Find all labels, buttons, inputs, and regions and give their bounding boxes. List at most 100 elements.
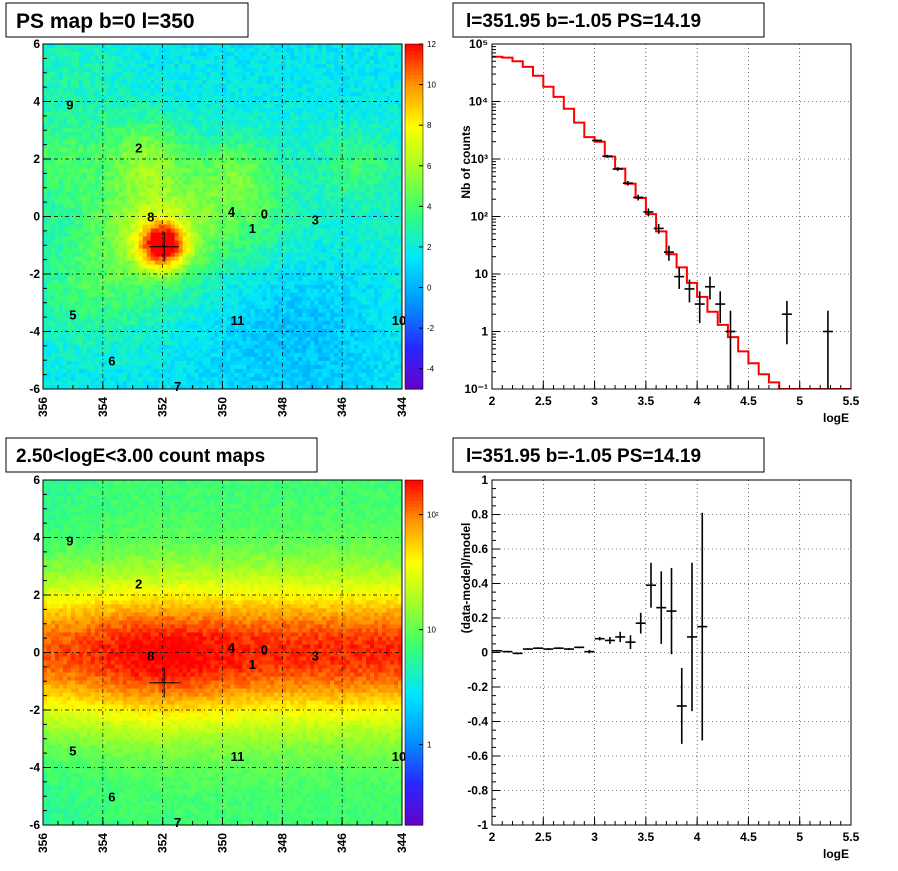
ps-map-cell (258, 100, 263, 105)
ps-map-cell (154, 252, 160, 258)
ps-map-cell (198, 212, 204, 218)
ps-map-cell (226, 120, 232, 125)
ps-map-cell (122, 280, 128, 286)
ps-map-cell (126, 368, 132, 374)
ps-map-cell (254, 328, 259, 334)
ps-map-cell (186, 192, 192, 198)
ps-map-cell (258, 136, 263, 141)
ps-map-cell (210, 56, 216, 61)
ps-map-cell (54, 320, 60, 326)
ps-map-cell (262, 140, 267, 145)
ps-map-cell (254, 376, 259, 382)
ps-map-cell (98, 324, 104, 330)
ps-map-cell (146, 152, 152, 157)
ps-map-cell (58, 208, 64, 214)
ps-map-cell (214, 96, 220, 101)
ps-map-cell (118, 52, 124, 57)
ps-map-cell (90, 196, 96, 202)
ps-map-cell (242, 232, 248, 238)
ps-map-cell (158, 312, 164, 318)
ps-map-cell (94, 72, 100, 77)
ps-map-cell (190, 80, 196, 85)
ps-map-cell (210, 256, 216, 262)
ps-map-cell (146, 308, 152, 314)
ps-map-cell (154, 164, 160, 169)
ps-map-cell (138, 124, 144, 129)
ps-map-cell (238, 176, 244, 181)
ps-map-cell (54, 288, 60, 294)
ps-map-cell (234, 344, 240, 350)
ps-map-cell (46, 140, 52, 145)
ps-map-cell (222, 180, 228, 186)
ps-map-cell (78, 200, 84, 206)
ps-map-cell (222, 60, 228, 65)
ps-map-cell (74, 252, 80, 258)
ps-map-cell (90, 340, 96, 346)
ps-map-cell (94, 136, 100, 141)
ps-map-cell (230, 216, 236, 222)
ps-map-cell (198, 216, 204, 222)
ps-map-cell (178, 304, 184, 310)
ps-map-cell (154, 44, 160, 49)
ps-map-cell (110, 248, 116, 254)
ps-map-cell (46, 252, 52, 258)
ps-map-cell (78, 140, 84, 145)
ps-map-cell (222, 224, 228, 230)
ps-map-cell (54, 224, 60, 230)
ps-map-cell (43, 248, 48, 254)
ps-map-cell (230, 108, 236, 113)
ps-map-cell (214, 136, 220, 141)
ps-map-cell (102, 80, 108, 85)
ps-map-cell (234, 368, 240, 374)
ps-map-cell (234, 296, 240, 302)
ps-map-cell (178, 320, 184, 326)
ps-map-cell (70, 132, 76, 137)
ps-map-cell (166, 384, 172, 389)
ps-map-cell (146, 240, 152, 246)
ps-map-cell (174, 240, 180, 246)
ps-map-cell (150, 308, 156, 314)
ps-map-cell (118, 244, 124, 250)
ps-map-cell (54, 276, 60, 282)
ps-map-cell (50, 60, 56, 65)
ps-map-cell (82, 44, 88, 49)
ps-map-cell (154, 260, 160, 266)
ps-map-cell (258, 256, 263, 262)
ps-map-cell (154, 184, 160, 190)
ps-map-cell (262, 196, 267, 202)
ps-map-cell (246, 68, 252, 73)
ps-map-cell (250, 120, 256, 125)
ps-map-cell (122, 256, 128, 262)
ps-map-cell (210, 208, 216, 214)
ps-map-cell (270, 292, 275, 298)
ps-map-cell (214, 316, 220, 322)
ps-map-cell (238, 44, 244, 49)
ps-map-cell (46, 92, 52, 97)
ps-map-cell (222, 256, 228, 262)
ps-map-cell (230, 96, 236, 101)
ps-map-cell (250, 148, 256, 153)
ps-map-cell (50, 188, 56, 194)
ps-map-cell (102, 308, 108, 314)
ps-map-cell (46, 128, 52, 133)
ps-map-cell (258, 72, 263, 77)
ps-map-cell (218, 184, 224, 190)
ps-map-cell (62, 184, 68, 190)
ps-map-cell (130, 60, 136, 65)
ps-map-cell (154, 276, 160, 282)
ps-map-cell (70, 136, 76, 141)
ps-map-cell (62, 56, 68, 61)
ps-map-cell (146, 136, 152, 141)
ps-map-cell (110, 384, 116, 389)
ps-map-cell (154, 220, 160, 226)
ps-map-cell (202, 100, 208, 105)
ps-map-cell (190, 296, 196, 302)
ps-map-cell (102, 60, 108, 65)
ps-map-cell (246, 84, 252, 89)
ps-map-cell (166, 80, 172, 85)
ps-map-cell (238, 132, 244, 137)
ps-map-cell (162, 336, 168, 342)
ps-map-cell (194, 76, 200, 81)
ps-map-cell (122, 216, 128, 222)
ps-map-cell (230, 252, 236, 258)
